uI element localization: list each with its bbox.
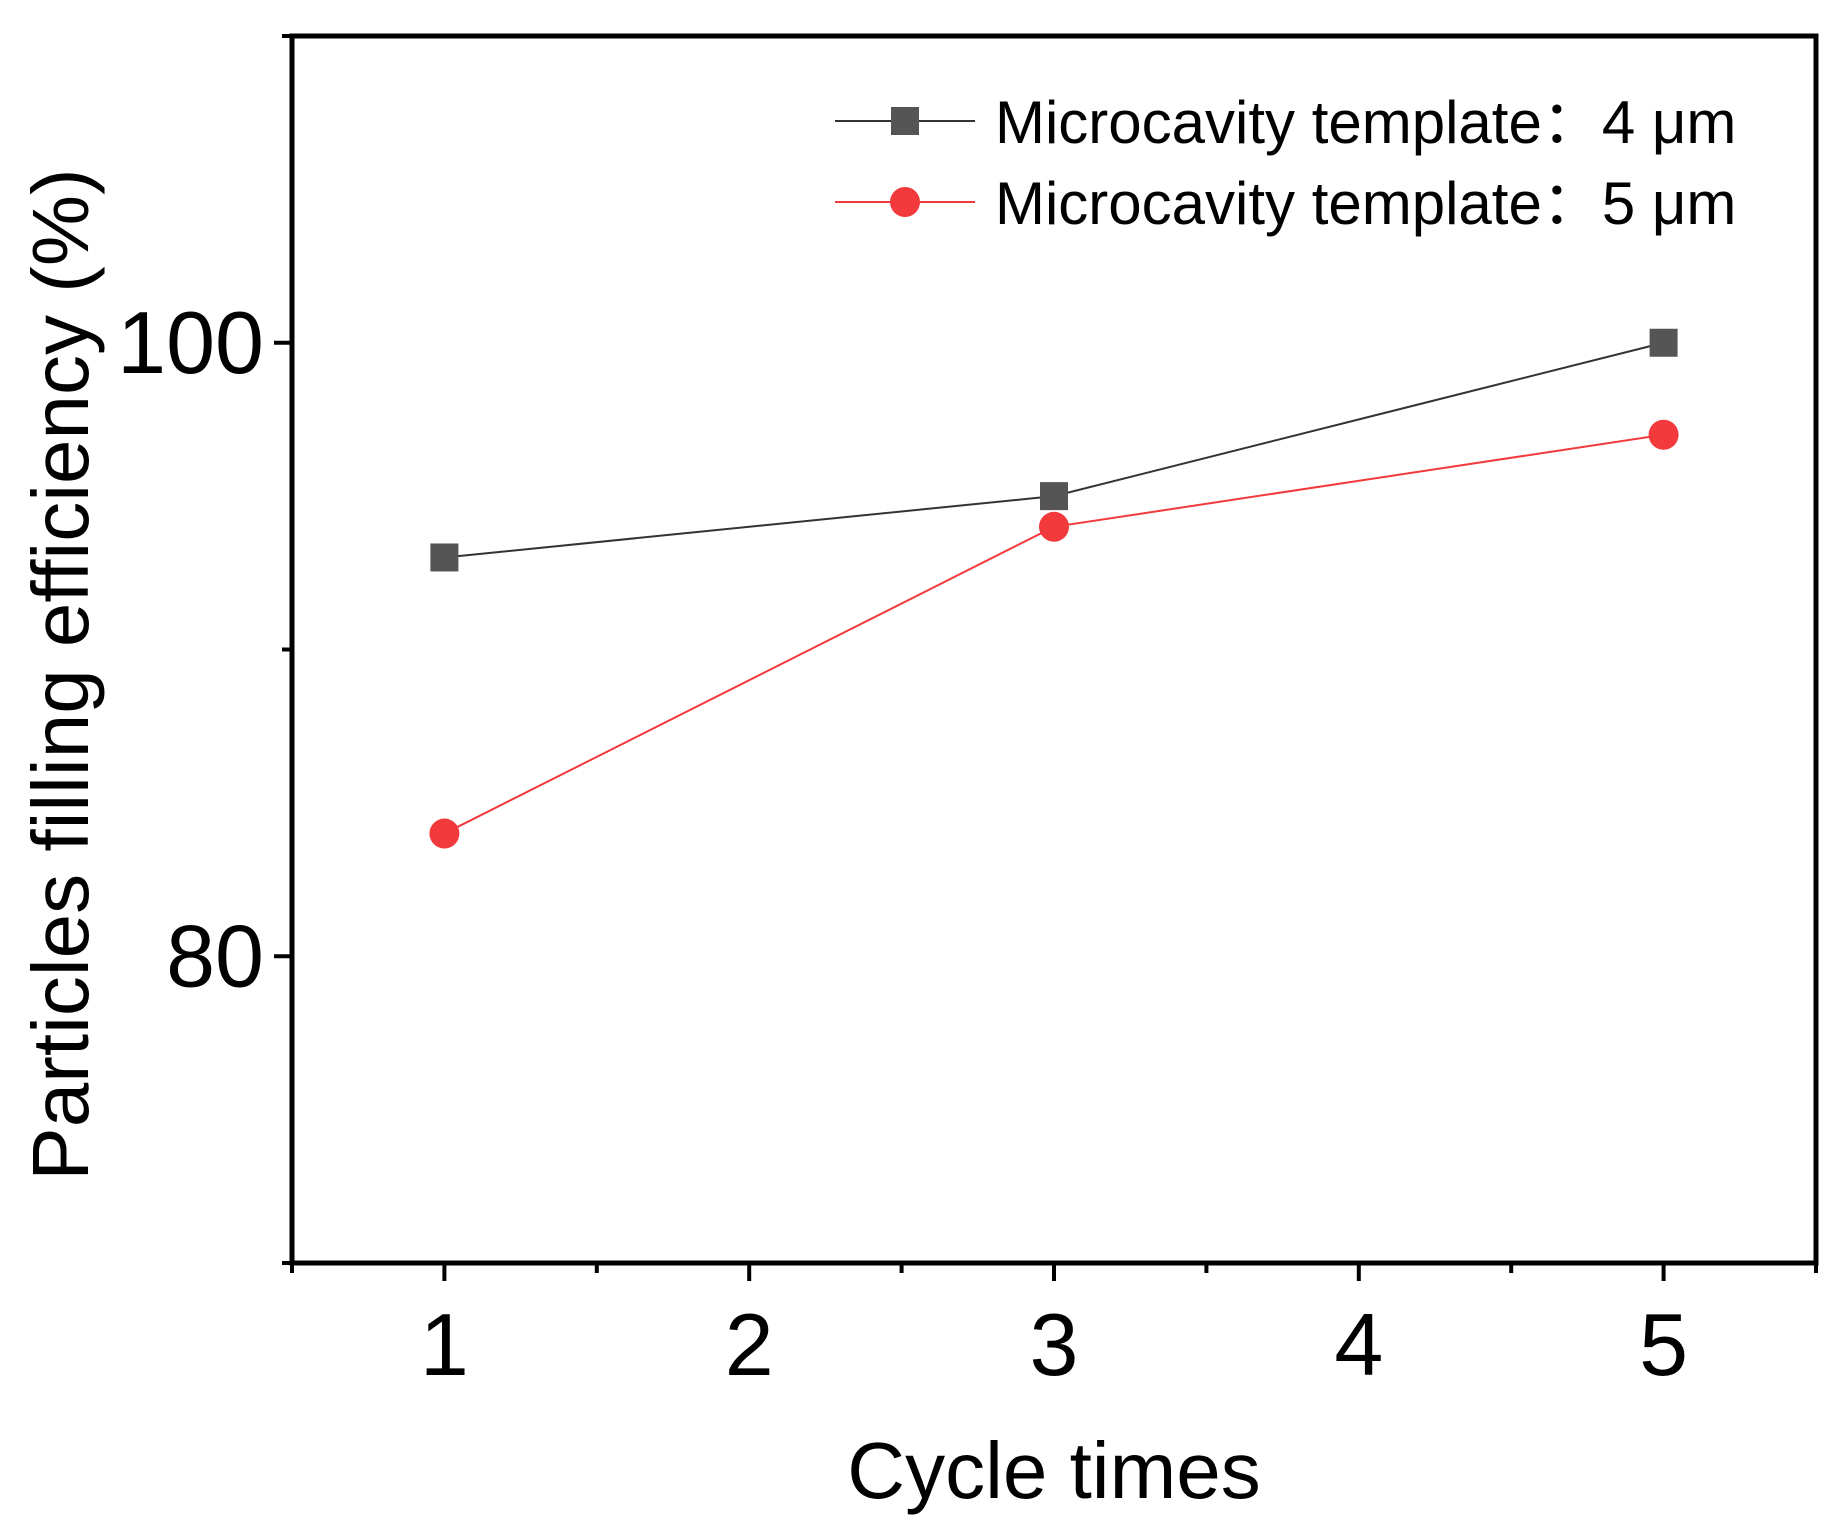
legend-item: Microcavity template：4 μm — [835, 89, 1736, 156]
x-tick-label: 2 — [725, 1295, 774, 1394]
y-tick-label: 100 — [117, 293, 264, 392]
y-axis-title: Particles filling efficiency (%) — [16, 168, 105, 1180]
x-axis-title: Cycle times — [847, 1426, 1260, 1515]
x-tick-label: 1 — [420, 1295, 469, 1394]
series-2 — [429, 419, 1679, 849]
circle-marker — [890, 187, 920, 217]
series-layer — [429, 328, 1679, 849]
square-marker — [1649, 328, 1678, 357]
y-axis-ticks: 80 100 — [117, 34, 292, 1265]
legend: Microcavity template：4 μm Microcavity tem… — [835, 89, 1736, 237]
y-tick-label: 80 — [166, 906, 264, 1005]
square-marker — [891, 107, 919, 135]
circle-marker — [429, 818, 460, 849]
circle-marker — [1648, 419, 1679, 450]
x-tick-label: 3 — [1030, 1295, 1079, 1394]
circle-marker — [1039, 511, 1069, 542]
square-marker — [1040, 482, 1068, 511]
x-tick-label: 5 — [1639, 1295, 1688, 1394]
square-marker — [430, 543, 459, 572]
legend-label: Microcavity template：5 μm — [995, 170, 1736, 237]
x-tick-label: 4 — [1334, 1295, 1383, 1394]
legend-item: Microcavity template：5 μm — [835, 170, 1736, 237]
x-axis-ticks: 1 2 3 4 5 — [290, 1263, 1818, 1394]
legend-label: Microcavity template：4 μm — [995, 89, 1736, 156]
series-1 — [430, 328, 1678, 572]
